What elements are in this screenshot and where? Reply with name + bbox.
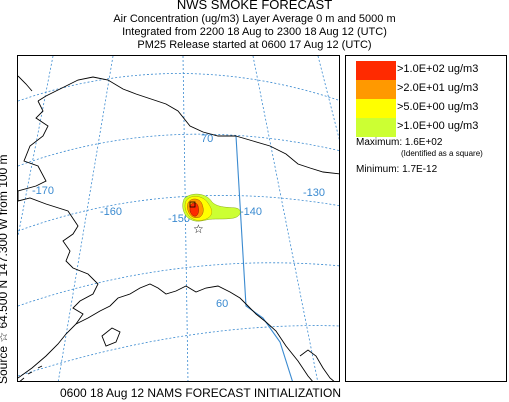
aleutian-islands: [19, 365, 43, 381]
alaska-south-coast: [75, 283, 313, 381]
longitude-line-160: [57, 56, 114, 381]
alaska-west-coast: [18, 100, 99, 379]
source-star-icon: ☆: [193, 222, 204, 236]
longitude-line-140: [252, 56, 319, 381]
concentration-line: Air Concentration (ug/m3) Layer Average …: [113, 13, 396, 25]
lat-label-70: 70: [201, 133, 213, 145]
longitude-line-150: [182, 56, 189, 381]
graticule-labels: -170 -160 -150 -140 -130 70 60: [32, 133, 325, 310]
integration-line: Integrated from 2200 18 Aug to 2300 18 A…: [122, 26, 387, 38]
alaska-north-coast: [37, 76, 236, 137]
latitude-lines: [18, 73, 339, 377]
legend-swatch-5e0: [356, 99, 396, 118]
source-location-label: Source ☆ 64.500 N 147.300 W from 100 m: [0, 154, 10, 384]
alaska-canada-border: [235, 135, 293, 381]
latitude-line-60: [18, 262, 339, 307]
longitude-lines: [18, 56, 339, 381]
legend-label-1e0: >1.0E+00 ug/m3: [397, 120, 479, 132]
latitude-line-65: [18, 195, 339, 232]
panhandle-coast: [299, 349, 335, 381]
plume-contour-1e2: [189, 202, 199, 217]
legend-item-1e0: >1.0E+00 ug/m3: [356, 118, 506, 137]
legend-item-2e1: >2.0E+01 ug/m3: [356, 80, 506, 99]
maximum-square: [189, 201, 196, 208]
latitude-line-70: [18, 133, 339, 167]
coastlines: [18, 75, 339, 381]
lat-label-60: 60: [216, 298, 228, 310]
kodiak-island: [101, 327, 121, 347]
initialization-footer: 0600 18 Aug 12 NAMS FORECAST INITIALIZAT…: [60, 386, 341, 400]
maximum-note: (Identified as a square): [401, 149, 483, 158]
longitude-line-130: [317, 56, 339, 140]
minimum-value: Minimum: 1.7E-12: [356, 164, 438, 175]
map-canvas: -170 -160 -150 -140 -130 70 60 ☆: [18, 56, 339, 381]
legend-label-2e1: >2.0E+01 ug/m3: [397, 82, 479, 94]
lon-label-140: -140: [240, 206, 262, 218]
russia-coast: [18, 75, 33, 92]
legend-label-5e0: >5.0E+00 ug/m3: [397, 101, 479, 113]
smoke-plume: [182, 193, 241, 222]
legend-panel: >1.0E+02 ug/m3 >2.0E+01 ug/m3 >5.0E+00 u…: [345, 55, 507, 382]
lon-label-130: -130: [303, 187, 325, 199]
legend-item-5e0: >5.0E+00 ug/m3: [356, 99, 506, 118]
maximum-value: Maximum: 1.6E+02: [356, 137, 443, 148]
legend-item-1e2: >1.0E+02 ug/m3: [356, 61, 506, 80]
map-panel[interactable]: -170 -160 -150 -140 -130 70 60 ☆: [17, 55, 340, 382]
legend-swatch-1e0: [356, 118, 396, 137]
legend-swatch-2e1: [356, 80, 396, 99]
longitude-line-170: [18, 56, 54, 237]
release-line: PM25 Release started at 0600 17 Aug 12 (…: [137, 39, 372, 51]
legend-swatch-1e2: [356, 61, 396, 80]
lon-label-160: -160: [100, 206, 122, 218]
lon-label-150: -150: [168, 213, 190, 225]
lon-label-170: -170: [32, 185, 54, 197]
forecast-title: NWS SMOKE FORECAST: [176, 0, 333, 12]
legend-label-1e2: >1.0E+02 ug/m3: [397, 63, 479, 75]
canada-coast: [235, 135, 339, 175]
latitude-line-75: [18, 73, 339, 102]
